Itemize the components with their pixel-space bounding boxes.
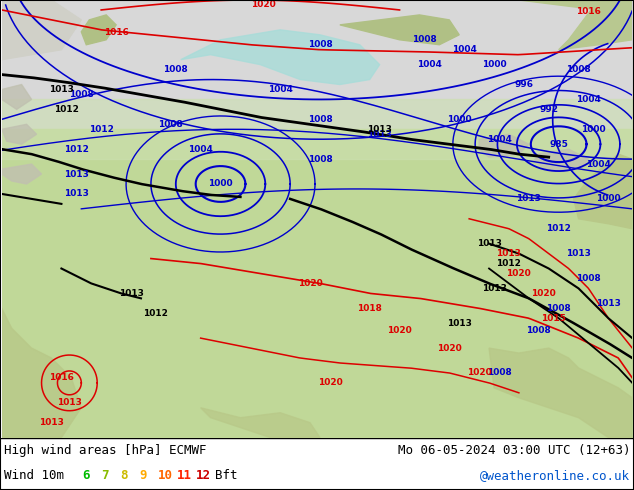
Polygon shape: [559, 0, 632, 49]
Text: 8: 8: [120, 469, 127, 482]
Text: 1004: 1004: [417, 60, 442, 69]
Polygon shape: [519, 0, 632, 20]
Text: 1000: 1000: [482, 60, 507, 69]
Text: @weatheronline.co.uk: @weatheronline.co.uk: [480, 469, 630, 482]
Text: 1008: 1008: [307, 115, 332, 124]
Text: High wind areas [hPa] ECMWF: High wind areas [hPa] ECMWF: [4, 444, 207, 457]
Text: Bft: Bft: [215, 469, 238, 482]
Text: 1012: 1012: [143, 309, 169, 318]
Text: 1004: 1004: [188, 145, 213, 154]
Text: 12: 12: [196, 469, 211, 482]
Text: 985: 985: [549, 140, 568, 148]
Text: 1013: 1013: [57, 398, 82, 407]
Text: 1012: 1012: [496, 259, 521, 268]
Text: 1013: 1013: [367, 130, 392, 139]
Text: 1008: 1008: [566, 65, 591, 74]
Text: 1008: 1008: [69, 90, 94, 99]
Polygon shape: [200, 408, 320, 438]
Text: 1013: 1013: [596, 299, 621, 308]
Text: 1018: 1018: [358, 304, 382, 313]
Text: 1016: 1016: [104, 28, 129, 37]
Text: 992: 992: [539, 105, 558, 114]
Text: 1013: 1013: [64, 190, 89, 198]
Text: 1004: 1004: [576, 95, 601, 104]
Text: 7: 7: [101, 469, 108, 482]
Text: 1020: 1020: [467, 368, 491, 377]
Polygon shape: [2, 124, 37, 144]
Text: 9: 9: [139, 469, 146, 482]
Polygon shape: [2, 164, 42, 184]
Text: 11: 11: [177, 469, 192, 482]
Polygon shape: [81, 15, 116, 45]
Text: 1008: 1008: [412, 35, 437, 44]
Text: 1008: 1008: [547, 304, 571, 313]
Text: 1013: 1013: [119, 289, 143, 298]
Text: 1020: 1020: [318, 378, 342, 388]
Text: 1013: 1013: [64, 170, 89, 178]
Text: 1020: 1020: [298, 279, 323, 288]
Text: 1000: 1000: [596, 195, 621, 203]
Text: 1012: 1012: [547, 224, 571, 233]
Text: 6: 6: [82, 469, 89, 482]
Text: 1004: 1004: [586, 160, 611, 169]
Text: 1008: 1008: [526, 326, 551, 335]
Text: 1008: 1008: [158, 120, 183, 129]
Polygon shape: [489, 348, 632, 438]
Text: 1020: 1020: [251, 0, 276, 9]
Text: 1013: 1013: [447, 318, 472, 328]
Text: 1013: 1013: [367, 125, 392, 134]
Text: 1013: 1013: [482, 284, 507, 293]
Text: 1020: 1020: [387, 326, 412, 335]
Text: 1012: 1012: [64, 145, 89, 154]
Text: Mo 06-05-2024 03:00 UTC (12+63): Mo 06-05-2024 03:00 UTC (12+63): [398, 444, 630, 457]
Text: 1004: 1004: [486, 135, 512, 144]
Polygon shape: [2, 85, 32, 109]
Text: 1012: 1012: [89, 125, 113, 134]
Text: 996: 996: [514, 80, 533, 89]
Text: 1008: 1008: [164, 65, 188, 74]
Text: 1013: 1013: [566, 249, 591, 258]
Text: 1013: 1013: [39, 418, 64, 427]
Polygon shape: [2, 0, 81, 60]
Text: 1020: 1020: [507, 269, 531, 278]
Text: 1013: 1013: [49, 85, 74, 94]
Text: 1000: 1000: [447, 115, 472, 124]
Polygon shape: [181, 30, 380, 85]
Polygon shape: [534, 149, 588, 171]
Polygon shape: [2, 308, 81, 438]
Text: 1015: 1015: [541, 314, 566, 323]
Text: 1000: 1000: [208, 179, 233, 189]
Text: 1008: 1008: [576, 274, 601, 283]
Polygon shape: [574, 154, 632, 229]
Text: 1008: 1008: [487, 368, 512, 377]
Text: 10: 10: [158, 469, 173, 482]
Text: 1020: 1020: [531, 289, 556, 298]
Text: 1013: 1013: [477, 239, 501, 248]
Text: 1016: 1016: [576, 7, 601, 17]
Text: 1012: 1012: [54, 105, 79, 114]
Text: 1004: 1004: [268, 85, 293, 94]
Text: 1004: 1004: [452, 45, 477, 54]
Text: 1000: 1000: [581, 125, 605, 134]
Text: Wind 10m: Wind 10m: [4, 469, 64, 482]
Text: 1020: 1020: [437, 343, 462, 353]
Text: 1008: 1008: [307, 40, 332, 49]
Text: 1013: 1013: [516, 195, 541, 203]
Text: 1016: 1016: [49, 373, 74, 382]
Text: 1008: 1008: [307, 155, 332, 164]
Polygon shape: [340, 15, 459, 45]
Polygon shape: [479, 134, 529, 157]
Text: 1013: 1013: [496, 249, 521, 258]
